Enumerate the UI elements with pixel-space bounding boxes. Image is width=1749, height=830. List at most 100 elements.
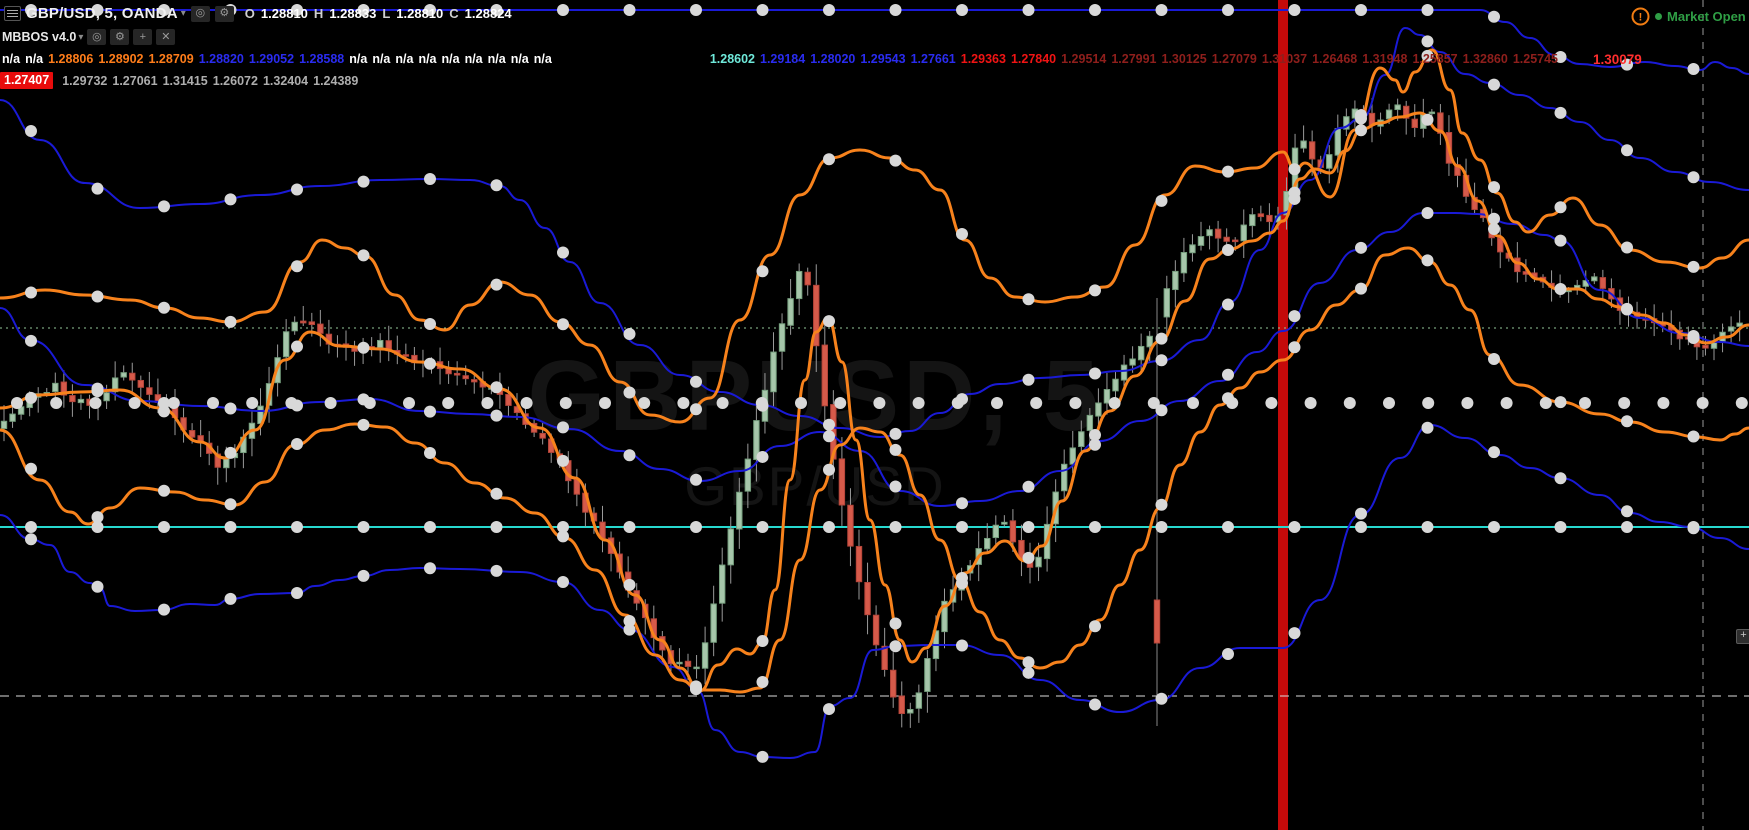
alert-price-chip: 1.27407 [0, 72, 54, 89]
marker-dot [1222, 368, 1234, 381]
marker-dot [1554, 106, 1567, 119]
marker-dot [1621, 521, 1633, 533]
marker-dot [424, 357, 436, 370]
candle-body [1437, 112, 1444, 134]
high-label: H [313, 6, 324, 21]
marker-dot [956, 4, 968, 16]
marker-dot [557, 421, 569, 434]
marker-dot [677, 397, 690, 409]
marker-dot [1554, 521, 1567, 533]
candle-body [898, 695, 905, 715]
marker-dot [1488, 521, 1500, 533]
marker-dot [889, 154, 902, 167]
marker-dot [889, 640, 902, 653]
candle-body [1180, 252, 1188, 274]
candle-body [855, 545, 863, 583]
candle-body [864, 581, 871, 616]
eye-icon[interactable]: ◎ [190, 5, 210, 22]
marker-dot [91, 182, 104, 195]
marker-dot [357, 341, 370, 354]
add-icon[interactable]: + [133, 29, 153, 45]
marker-dot [1554, 472, 1567, 485]
candle-body [907, 709, 914, 714]
marker-dot [1089, 367, 1101, 380]
marker-dot [1355, 109, 1367, 122]
candle-body [1591, 276, 1598, 282]
gear-icon[interactable]: ⚙ [110, 29, 130, 45]
marker-dot [1222, 298, 1234, 311]
watermark-symbol: GBPUSD, 5 [527, 340, 1102, 452]
ohlc-readout: O 1.28810 H 1.28833 L 1.28810 C 1.28824 [245, 6, 512, 21]
candle-body [1095, 402, 1102, 417]
marker-dot [357, 569, 370, 582]
marker-dot [1421, 254, 1434, 267]
candle-body [120, 372, 127, 378]
marker-dot [1155, 521, 1168, 533]
indicator-value: 1.25745 [1512, 52, 1558, 66]
indicator-values-gray: 1.29732 1.27061 1.31415 1.26072 1.32404 1.243… [62, 74, 363, 88]
marker-dot [490, 409, 503, 422]
chevron-down-icon[interactable]: ▾ [78, 31, 84, 43]
warning-icon[interactable]: ! [1631, 7, 1650, 26]
indicator-value: 1.28806 [48, 52, 94, 66]
marker-dot [690, 521, 702, 533]
marker-dot [1222, 165, 1234, 178]
close-icon[interactable]: ✕ [156, 29, 176, 45]
marker-dot [1687, 260, 1700, 273]
marker-dot [291, 438, 303, 450]
chevron-down-icon[interactable]: ▾ [180, 8, 186, 19]
indicator-value: 1.29514 [1061, 52, 1107, 66]
marker-dot [1155, 354, 1168, 367]
add-alert-button[interactable]: + [1736, 629, 1749, 644]
marker-dot [823, 703, 835, 716]
marker-dot [424, 447, 436, 459]
marker-dot [158, 4, 170, 16]
candle-body [693, 666, 700, 670]
marker-dot [1304, 397, 1317, 409]
marker-dot [1621, 415, 1633, 428]
marker-dot [1657, 397, 1670, 409]
marker-dot [11, 397, 23, 409]
marker-dot [756, 750, 769, 763]
menu-icon[interactable] [4, 6, 21, 21]
low-value: 1.28810 [396, 6, 444, 21]
indicator-value: 1.29732 [62, 73, 108, 88]
marker-dot [557, 246, 569, 259]
candle-body [676, 661, 683, 665]
marker-dot [756, 634, 769, 647]
eye-icon[interactable]: ◎ [87, 29, 107, 45]
candle-body [1736, 322, 1743, 327]
indicator-value: 1.28709 [148, 52, 194, 66]
marker-dot [1421, 113, 1434, 126]
candle-body [881, 645, 888, 670]
marker-dot [1155, 692, 1168, 705]
candle-body [1599, 277, 1607, 289]
marker-dot [690, 4, 702, 16]
candle-body [1001, 521, 1008, 525]
marker-dot [1089, 4, 1101, 16]
marker-dot [1687, 171, 1700, 184]
marker-dot [1288, 310, 1301, 323]
marker-dot [956, 521, 968, 533]
indicator-title[interactable]: MBBOS v4.0 [2, 30, 77, 44]
marker-dot [224, 498, 237, 511]
marker-dot [1022, 666, 1035, 679]
marker-dot [490, 521, 503, 533]
symbol-title[interactable]: GBP/USD, 5, OANDA [26, 5, 178, 22]
marker-dot [756, 521, 769, 533]
indicator-value: 1.27840 [1010, 52, 1057, 66]
indicator-value: 1.28588 [299, 52, 345, 66]
marker-dot [823, 315, 835, 328]
marker-dot [690, 682, 702, 694]
candle-body [941, 600, 948, 633]
market-status[interactable]: ! Market Open [1631, 7, 1746, 26]
marker-dot [424, 405, 436, 418]
marker-dot [91, 511, 104, 524]
marker-dot [623, 623, 636, 636]
market-open-dot [1655, 13, 1662, 20]
marker-dot [1355, 241, 1367, 254]
marker-dot [956, 228, 968, 240]
gear-icon[interactable]: ⚙ [214, 5, 234, 22]
